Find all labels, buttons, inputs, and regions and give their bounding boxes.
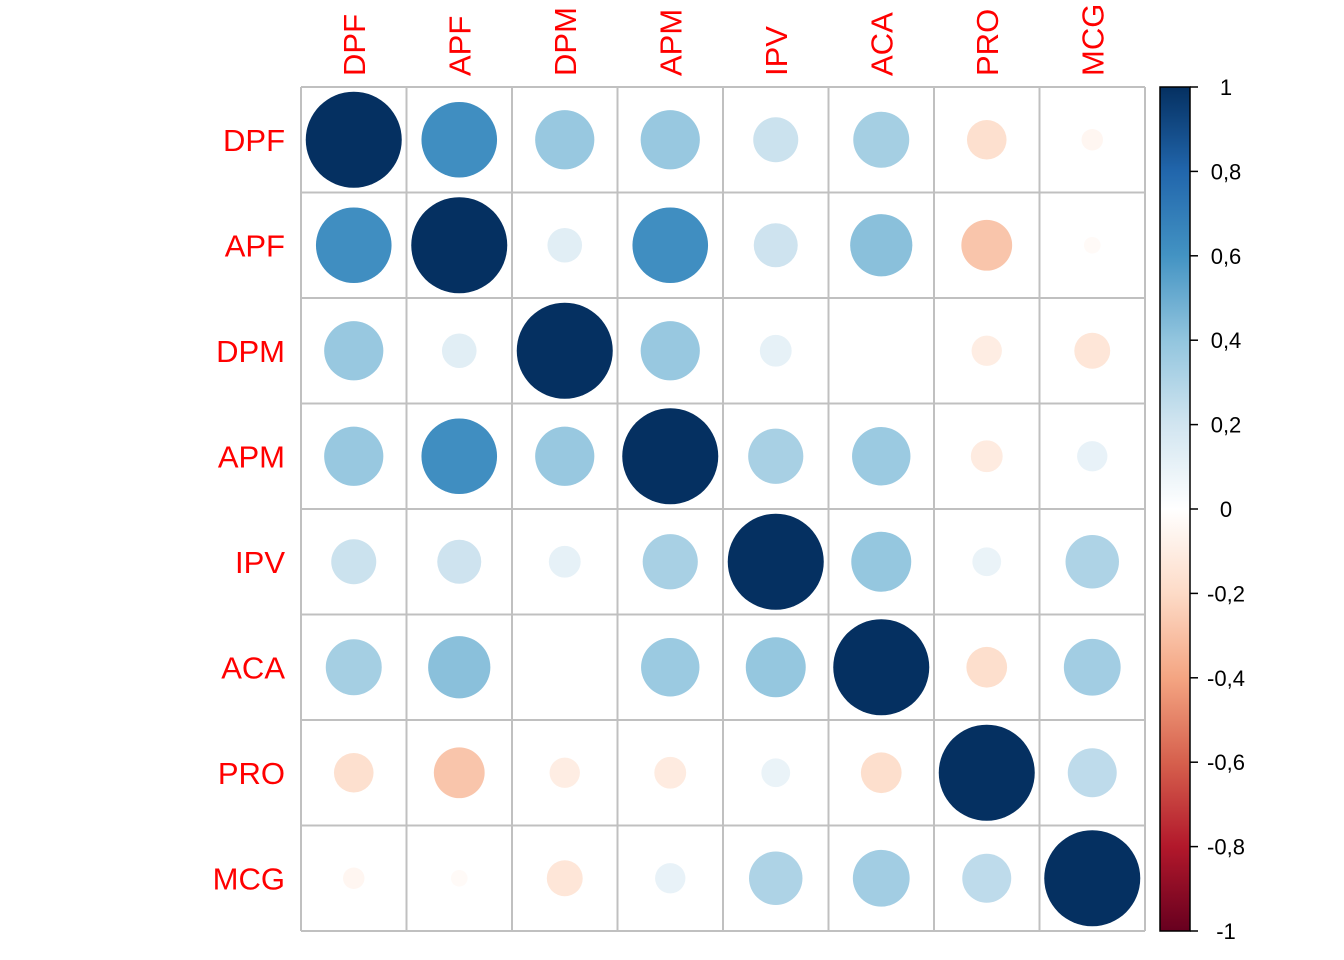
corr-circle-aca-pro (966, 646, 1008, 688)
corr-circle-apm-apm (622, 408, 719, 505)
corr-circle-ipv-pro (972, 547, 1002, 577)
corr-circle-mcg-mcg (1044, 830, 1141, 927)
corr-circle-dpm-pro (971, 335, 1002, 366)
column-label-aca: ACA (864, 12, 899, 76)
colorbar-gradient (1159, 86, 1191, 932)
colorbar-tick-label: 0,6 (1211, 244, 1242, 269)
column-label-ipv: IPV (759, 26, 794, 76)
corr-circle-mcg-pro (962, 853, 1012, 903)
colorbar-tick-label: -0,4 (1207, 666, 1245, 691)
corr-circle-pro-dpf (333, 752, 374, 793)
colorbar-tick-label: 0,2 (1211, 413, 1242, 438)
corr-circle-apm-ipv (748, 428, 804, 484)
corr-circle-apf-apf (411, 197, 508, 294)
colorbar-tick-label: 0,4 (1211, 328, 1242, 353)
corr-circle-ipv-dpm (548, 545, 581, 578)
corr-circle-pro-mcg (1067, 748, 1117, 798)
corr-circle-dpm-ipv (759, 334, 792, 367)
corr-circle-dpf-apf (421, 101, 498, 178)
corr-circle-pro-apm (654, 756, 687, 789)
corr-circle-apf-mcg (1083, 236, 1101, 254)
corr-circle-aca-mcg (1063, 638, 1121, 696)
row-label-dpf: DPF (223, 123, 285, 158)
corr-circle-dpm-mcg (1074, 332, 1111, 369)
corr-circle-ipv-apm (642, 534, 698, 590)
column-label-mcg: MCG (1075, 4, 1110, 76)
row-labels: DPF APF DPM APM IPV ACA PRO MCG (213, 123, 286, 897)
corr-circle-apm-pro (970, 440, 1003, 473)
colorbar-tick-label: -0,6 (1207, 750, 1245, 775)
corr-circle-ipv-ipv (727, 513, 824, 610)
corr-circle-pro-dpm (549, 757, 580, 788)
correlation-circles (305, 91, 1141, 927)
corr-circle-ipv-aca (851, 531, 912, 592)
column-label-dpm: DPM (548, 7, 583, 76)
corr-circle-apm-aca (852, 427, 911, 486)
row-label-pro: PRO (218, 756, 285, 791)
corr-circle-aca-apf (428, 636, 491, 699)
corr-circle-dpf-apm (640, 110, 700, 170)
corr-circle-pro-aca (860, 752, 902, 794)
row-label-dpm: DPM (216, 334, 285, 369)
corr-circle-aca-dpf (325, 639, 382, 696)
corr-circle-aca-ipv (745, 637, 806, 698)
row-label-apf: APF (225, 228, 285, 263)
corr-circle-apm-dpm (535, 426, 595, 486)
colorbar-tick-label: 1 (1220, 75, 1232, 100)
row-label-apm: APM (218, 439, 285, 474)
corr-circle-apf-apm (632, 207, 709, 284)
corr-circle-apf-ipv (753, 223, 798, 268)
corr-circle-aca-aca (833, 619, 930, 716)
corr-circle-mcg-dpm (546, 860, 583, 897)
corr-circle-apf-pro (961, 219, 1013, 271)
column-label-pro: PRO (970, 9, 1005, 76)
corr-circle-ipv-mcg (1065, 535, 1119, 589)
corr-circle-mcg-dpf (343, 867, 365, 889)
corr-circle-apm-apf (421, 418, 498, 495)
corr-circle-pro-ipv (761, 758, 791, 788)
colorbar-tick-label: 0,8 (1211, 159, 1242, 184)
corr-circle-pro-apf (433, 747, 485, 799)
corr-circle-dpf-dpf (305, 91, 402, 188)
corr-circle-ipv-apf (437, 539, 482, 584)
corr-circle-pro-pro (938, 724, 1035, 821)
row-label-ipv: IPV (235, 545, 285, 580)
corr-circle-apf-aca (850, 214, 913, 277)
corr-circle-dpm-dpm (516, 302, 613, 399)
corr-circle-dpf-pro (966, 119, 1007, 160)
corr-circle-mcg-aca (852, 849, 910, 907)
colorbar-tick-label: -1 (1216, 919, 1236, 944)
row-label-aca: ACA (221, 650, 285, 685)
grid (300, 86, 1146, 932)
corr-circle-dpm-apm (640, 321, 700, 381)
column-labels: DPF APF DPM APM IPV ACA PRO MCG (337, 4, 1111, 76)
corr-circle-apm-dpf (324, 426, 384, 486)
corr-circle-dpf-aca (853, 111, 910, 168)
corr-circle-mcg-apm (655, 863, 686, 894)
corr-circle-dpm-apf (441, 333, 477, 369)
column-label-apm: APM (653, 9, 688, 76)
corr-circle-apf-dpm (547, 227, 583, 263)
row-label-mcg: MCG (213, 861, 285, 896)
corr-circle-mcg-ipv (749, 851, 803, 905)
colorbar-tick-label: -0,8 (1207, 835, 1245, 860)
column-label-apf: APF (442, 16, 477, 76)
corr-circle-dpf-ipv (753, 117, 799, 163)
corr-circle-dpm-dpf (324, 321, 384, 381)
corr-circle-aca-apm (641, 638, 700, 697)
corr-circle-dpf-mcg (1081, 129, 1103, 151)
corr-circle-mcg-apf (450, 869, 468, 887)
corr-circle-ipv-dpf (331, 539, 377, 585)
corr-circle-apf-dpf (315, 207, 392, 284)
colorbar-tick-label: -0,2 (1207, 581, 1245, 606)
corr-circle-dpf-dpm (535, 110, 595, 170)
corr-circle-apm-mcg (1077, 441, 1108, 472)
column-label-dpf: DPF (337, 14, 372, 76)
colorbar: 1 0,8 0,6 0,4 0,2 0 -0,2 -0,4 -0,6 -0,8 -1 (1159, 75, 1245, 944)
colorbar-tick-label: 0 (1220, 497, 1232, 522)
